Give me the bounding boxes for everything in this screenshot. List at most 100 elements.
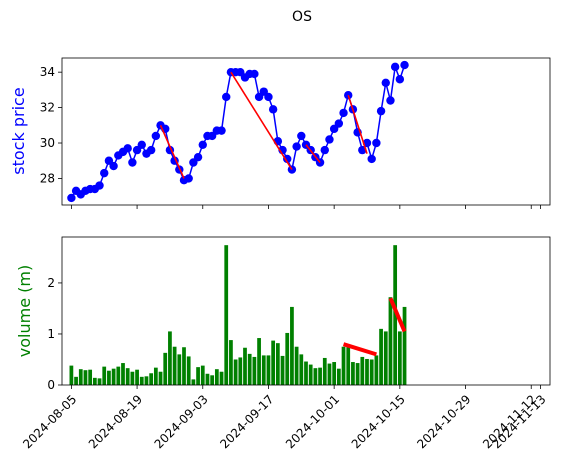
price-point [193, 152, 203, 162]
volume-bar [393, 245, 398, 385]
price-point [109, 161, 118, 171]
volume-bar [351, 362, 355, 385]
volume-bar [322, 357, 327, 385]
volume-bar [402, 306, 407, 385]
price-point [184, 174, 193, 183]
volume-bar [313, 368, 318, 385]
price-trend-line [305, 144, 321, 163]
price-point [128, 158, 137, 167]
price-point [400, 60, 409, 70]
price-point [334, 119, 344, 128]
volume-bar [299, 354, 304, 385]
price-point [100, 168, 109, 178]
volume-bar [379, 328, 383, 385]
volume-bar [346, 347, 351, 385]
volume-bar [308, 364, 313, 385]
price-point [390, 62, 400, 72]
volume-bar [205, 373, 210, 385]
volume-bar [92, 377, 97, 385]
volume-bar [252, 356, 257, 385]
volume-bar [318, 367, 322, 385]
volume-bar [271, 340, 276, 385]
volume-bar [116, 366, 121, 385]
price-trend-lines [159, 71, 368, 179]
price-point [376, 106, 386, 116]
volume-bar [233, 359, 238, 385]
volume-bar [374, 355, 379, 385]
volume-bar [383, 331, 388, 385]
volume-bar [168, 331, 172, 385]
volume-bar [327, 363, 332, 385]
price-trend-line [230, 71, 293, 171]
price-y-tick-label: 34 [40, 65, 55, 79]
price-point [367, 154, 376, 164]
volume-bar [78, 369, 83, 385]
volume-bar [365, 358, 369, 385]
volume-bar [261, 355, 266, 385]
volume-bar [397, 331, 402, 385]
price-y-tick-label: 28 [40, 171, 55, 185]
price-point [320, 145, 329, 155]
volume-bar [336, 368, 341, 385]
volume-bar [125, 368, 130, 385]
volume-bar [69, 365, 74, 385]
price-point [372, 138, 381, 148]
volume-bar [191, 379, 196, 385]
price-point [198, 140, 207, 149]
price-point [250, 69, 259, 79]
volume-y-tick-label: 1 [47, 327, 55, 341]
volume-bar [229, 340, 233, 385]
price-point [395, 75, 405, 84]
volume-bar [196, 367, 200, 385]
price-point [283, 154, 292, 164]
price-panel: 28 30 32 34 stock price [9, 57, 551, 209]
volume-bar [186, 356, 191, 385]
volume-y-tick-label: 2 [47, 276, 55, 290]
price-point [386, 96, 395, 105]
price-point [67, 193, 76, 203]
price-point [339, 108, 348, 118]
price-axes-frame [61, 57, 551, 206]
volume-bar [135, 369, 139, 385]
volume-bar [332, 362, 337, 385]
volume-bar [214, 369, 219, 385]
volume-bar [266, 355, 271, 385]
volume-axis-label: volume (m) [15, 265, 34, 357]
price-point [268, 105, 278, 114]
volume-bar [121, 363, 125, 385]
volume-bar [83, 370, 88, 385]
price-point [217, 126, 226, 135]
volume-y-tick-label: 0 [47, 378, 55, 392]
price-point [151, 131, 161, 141]
volume-bar [182, 347, 186, 385]
volume-bar [360, 356, 365, 385]
volume-bar [219, 371, 224, 385]
volume-bar [97, 378, 102, 385]
volume-trend-line [388, 297, 407, 333]
volume-bar [210, 375, 215, 385]
volume-bar [172, 346, 177, 385]
price-point [292, 142, 301, 151]
volume-bar [243, 347, 247, 385]
price-point [381, 78, 390, 87]
volume-bar [280, 355, 285, 385]
volume-bar [107, 370, 111, 385]
volume-trend-line [342, 342, 377, 357]
volume-bar [200, 365, 205, 385]
volume-bar [224, 245, 229, 385]
volume-bar [177, 354, 182, 385]
price-point [95, 181, 104, 190]
volume-bar [153, 367, 158, 385]
chart-title: OS [292, 9, 312, 25]
volume-y-ticks: 0 1 2 [47, 276, 62, 392]
volume-bar [149, 373, 154, 385]
volume-bar [257, 338, 261, 385]
price-y-tick-label: 30 [40, 136, 55, 150]
volume-trend-lines [342, 297, 407, 357]
volume-bar [130, 371, 135, 385]
volume-bar [158, 371, 163, 385]
volume-bar [388, 297, 393, 385]
volume-bar [290, 306, 294, 385]
volume-bar [275, 343, 280, 385]
